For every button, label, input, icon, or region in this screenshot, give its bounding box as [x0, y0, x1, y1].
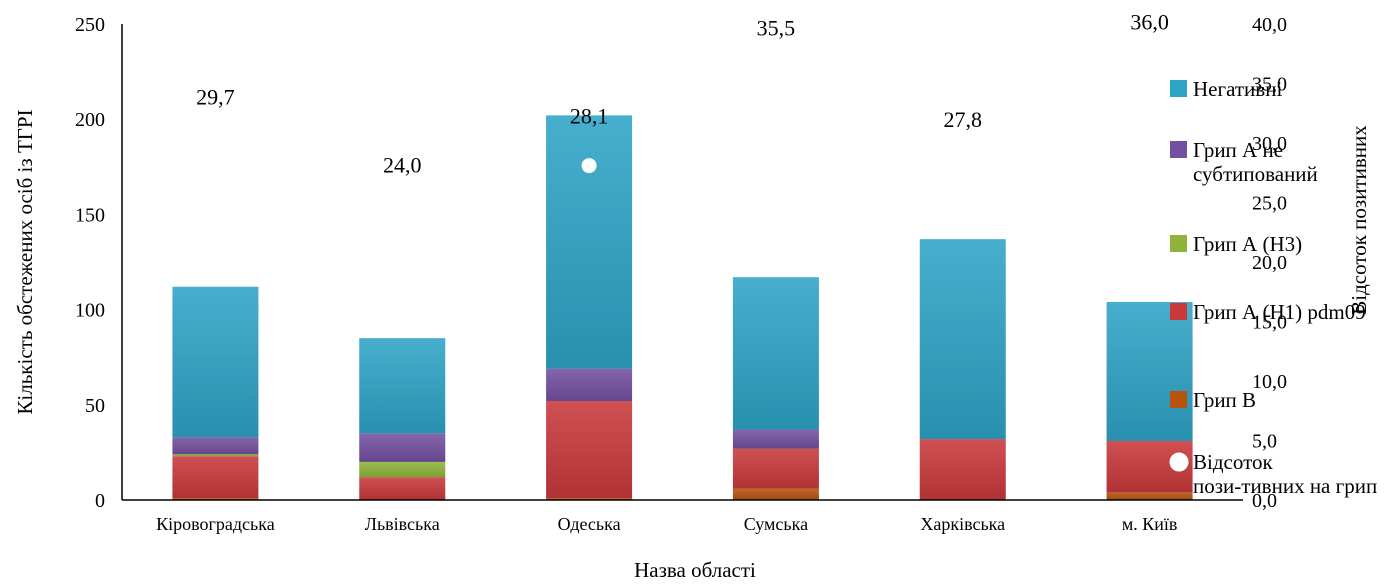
bar-segment-shade [172, 456, 259, 499]
legend-label-line: Грип А (H1) pdm09 [1193, 300, 1366, 324]
x-category-label: Харківська [920, 514, 1005, 534]
legend-marker [1170, 235, 1187, 252]
y2-tick-label: 5,0 [1252, 431, 1277, 453]
bar-segment-shade [546, 115, 633, 369]
bar-segment-shade [732, 448, 819, 489]
bar-segment-shade [732, 277, 819, 430]
percent-data-label: 27,8 [944, 107, 983, 132]
bar-segment-shade [359, 433, 446, 462]
percent-data-label: 29,7 [196, 85, 235, 110]
y-ticks-right: 0,0 5,0 10,0 15,0 20,0 25,0 30,0 35,0 40,0 [1252, 14, 1287, 512]
legend-marker-ring [1170, 453, 1188, 471]
legend-label-line: Грип А (H3) [1193, 232, 1302, 256]
y2-axis-title: Відсоток позитивних [1347, 125, 1371, 315]
legend-label-line: субтипований [1193, 162, 1318, 186]
percent-point [207, 139, 223, 155]
bar-segment-shade [172, 454, 259, 457]
legend-label: Відсоток пози-тивних на грип [1193, 450, 1377, 498]
legend-label-line: Грип В [1193, 388, 1256, 412]
legend: Негативні Грип А не субтипований Грип А (H3… [1169, 77, 1377, 498]
y2-tick-label: 25,0 [1252, 193, 1287, 215]
bar-segment-shade [919, 239, 1006, 440]
legend-marker [1170, 303, 1187, 320]
bar-segment-shade [359, 477, 446, 500]
percent-data-label: 24,0 [383, 152, 422, 177]
bars-layer [172, 115, 1193, 500]
legend-label: Грип А (H3) [1193, 232, 1302, 256]
y2-tick-label: 30,0 [1252, 133, 1287, 155]
legend-label-line: Негативні [1193, 77, 1282, 101]
axes-layer [121, 24, 1243, 501]
y-tick-label: 150 [75, 204, 105, 226]
bar-segment-shade [546, 368, 633, 401]
percent-data-label: 35,5 [757, 16, 796, 41]
y-tick-label: 50 [85, 395, 105, 417]
legend-label-line: пози-тивних на грип [1193, 474, 1377, 498]
percent-points-layer: 29,7 24,0 28,1 35,5 27,8 36,0 [196, 10, 1169, 222]
legend-marker [1170, 141, 1187, 158]
legend-label-line: Грип А не [1193, 138, 1283, 162]
bar-segment-shade [546, 400, 633, 499]
y-tick-label: 250 [75, 14, 105, 36]
y-ticks-left: 0 50 100 150 200 250 [75, 14, 105, 512]
y2-tick-label: 15,0 [1252, 312, 1287, 334]
percent-data-label: 36,0 [1130, 10, 1169, 35]
legend-label: Грип А (H1) pdm09 [1193, 300, 1366, 324]
bar-segment-shade [732, 488, 819, 500]
bar-segment-shade [359, 461, 446, 478]
bar-segment-shade [172, 286, 259, 438]
percent-point [768, 70, 784, 86]
bar-segment-shade [546, 498, 633, 500]
bar-segment-shade [359, 338, 446, 434]
y2-tick-label: 10,0 [1252, 371, 1287, 393]
y2-tick-label: 35,0 [1252, 74, 1287, 96]
bar-segment-shade [172, 437, 259, 455]
legend-label: Грип В [1193, 388, 1256, 412]
x-category-label: Одеська [558, 514, 621, 534]
bar-segment-shade [1106, 492, 1193, 500]
percent-data-label: 28,1 [570, 104, 609, 129]
x-category-labels: Кіровоградська Львівська Одеська Сумська Хар… [156, 514, 1177, 534]
x-category-label: Сумська [744, 514, 808, 534]
legend-marker [1170, 80, 1187, 97]
y2-tick-label: 40,0 [1252, 14, 1287, 36]
percent-point [581, 158, 597, 174]
legend-label: Грип А не субтипований [1193, 138, 1318, 186]
y2-tick-label: 0,0 [1252, 490, 1277, 512]
percent-point [394, 206, 410, 222]
legend-label: Негативні [1193, 77, 1282, 101]
percent-point [955, 161, 971, 177]
y-tick-label: 0 [95, 490, 105, 512]
x-axis-title: Назва області [634, 558, 756, 582]
x-category-label: м. Київ [1122, 514, 1178, 534]
legend-marker [1170, 391, 1187, 408]
x-category-label: Кіровоградська [156, 514, 275, 534]
y2-tick-label: 20,0 [1252, 252, 1287, 274]
y-axis-title: Кількість обстежених осіб із ТГРІ [13, 109, 37, 414]
percent-point [1142, 64, 1158, 80]
y-tick-label: 100 [75, 300, 105, 322]
y-tick-label: 200 [75, 109, 105, 131]
bar-segment-shade [172, 498, 259, 500]
legend-label-line: Відсоток [1193, 450, 1273, 474]
bar-segment-shade [732, 429, 819, 449]
bar-segment-shade [919, 439, 1006, 500]
x-category-label: Львівська [365, 514, 440, 534]
bar-segment-shade [1106, 301, 1193, 441]
